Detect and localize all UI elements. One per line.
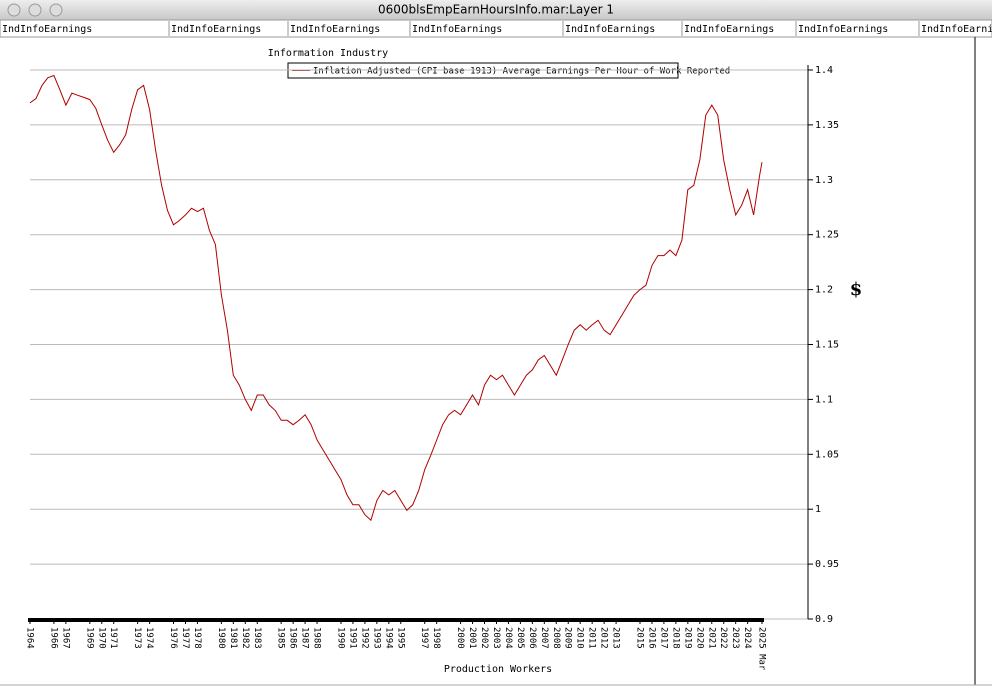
x-tick-label: 2010 (575, 627, 585, 649)
x-tick-label: 2023 (730, 627, 740, 649)
x-tick-label: 2018 (670, 627, 680, 649)
chart-title: Information Industry (268, 48, 388, 59)
tab[interactable]: IndInfoEarnings (798, 24, 888, 35)
x-tick-label: 1994 (383, 627, 393, 649)
x-tick-label: 2003 (491, 627, 501, 649)
x-tick-label: 1985 (276, 627, 286, 649)
x-tick-label: 2024 (742, 627, 752, 649)
x-tick-label: 2002 (479, 627, 489, 649)
x-tick-label: 1998 (431, 627, 441, 649)
x-tick-label: 2022 (718, 627, 728, 649)
tab-bar (0, 19, 992, 38)
x-tick-label: 1970 (96, 627, 106, 649)
close-button[interactable] (7, 3, 21, 17)
y-axis-label: $ (850, 279, 863, 300)
x-tick-label: 1966 (48, 627, 58, 649)
y-tick-label: 1.05 (815, 449, 839, 460)
y-tick-label: 1.3 (815, 175, 833, 186)
x-axis-label: Production Workers (444, 664, 552, 675)
tab[interactable]: IndInfoEarnings (2, 24, 92, 35)
x-tick-label: 2020 (694, 627, 704, 649)
x-tick-label: 2000 (455, 627, 465, 649)
x-tick-label: 1977 (180, 627, 190, 649)
y-tick-label: 0.95 (815, 559, 839, 570)
y-tick-label: 0.9 (815, 614, 833, 625)
x-tick-label: 2005 (515, 627, 525, 649)
y-tick-label: 1.25 (815, 230, 839, 241)
tab[interactable]: IndInfoEarnings (171, 24, 261, 35)
data-line (29, 74, 763, 522)
window-title: 0600blsEmpEarnHoursInfo.mar:Layer 1 (378, 3, 614, 17)
x-tick-label: 2009 (563, 627, 573, 649)
tabs: IndInfoEarnings IndInfoEarnings IndInfoEar… (2, 21, 992, 36)
x-axis-bar (28, 618, 764, 622)
x-tick-label: 2013 (611, 627, 621, 649)
x-tick-label: 2016 (646, 627, 656, 649)
x-tick-label: 2015 (635, 627, 645, 649)
tab[interactable]: IndInfoEarnings (921, 24, 992, 35)
x-tick-label: 1969 (84, 627, 94, 649)
legend-label: Inflation Adjusted (CPI base 1913) Avera… (313, 67, 730, 77)
x-tick-label: 2004 (503, 627, 513, 649)
x-tick-label: 2001 (467, 627, 477, 649)
x-tick-label: 1982 (240, 627, 250, 649)
x-tick-label: 2006 (527, 627, 537, 649)
y-tick-label: 1.1 (815, 394, 833, 405)
x-tick-label: 2007 (539, 627, 549, 649)
zoom-button[interactable] (49, 3, 63, 17)
x-tick-label: 1974 (144, 627, 154, 649)
y-tick-label: 1.35 (815, 120, 839, 131)
y-tick-label: 1.4 (815, 65, 833, 76)
x-tick-label: 1981 (228, 627, 238, 649)
x-tick-label: 2008 (551, 627, 561, 649)
tab[interactable]: IndInfoEarnings (412, 24, 502, 35)
x-tick-label: 1967 (60, 627, 70, 649)
tab[interactable]: IndInfoEarnings (290, 24, 380, 35)
x-tick-label: 1983 (252, 627, 262, 649)
title-bar (0, 0, 992, 20)
x-tick-label: 1993 (371, 627, 381, 649)
x-tick-label: 1964 (25, 627, 35, 649)
tab[interactable]: IndInfoEarnings (565, 24, 655, 35)
minimize-button[interactable] (28, 3, 42, 17)
x-tick-label: 1992 (359, 627, 369, 649)
x-tick-label: 2017 (658, 627, 668, 649)
x-tick-label: 2011 (587, 627, 597, 649)
x-tick-label: 1987 (300, 627, 310, 649)
x-tick-label: 2019 (682, 627, 692, 649)
y-tick-label: 1.15 (815, 340, 839, 351)
y-tick-label: 1 (815, 504, 821, 515)
x-tick-label: 1978 (192, 627, 202, 649)
x-tick-label: 1990 (335, 627, 345, 649)
x-tick-label: 1997 (419, 627, 429, 649)
x-tick-label: 1980 (216, 627, 226, 649)
x-tick-label: 1986 (288, 627, 298, 649)
x-tick-label: 1995 (395, 627, 405, 649)
x-tick-label: 2012 (599, 627, 609, 649)
x-tick-label: 1976 (168, 627, 178, 649)
x-tick-label: 1991 (347, 627, 357, 649)
x-tick-label: 1988 (312, 627, 322, 649)
x-tick-label: 2021 (706, 627, 716, 649)
tab[interactable]: IndInfoEarnings (684, 24, 774, 35)
x-tick-label: 1973 (132, 627, 142, 649)
x-tick-label: 1971 (108, 627, 118, 649)
x-tick-label: 2025 Mar (757, 627, 767, 671)
y-tick-label: 1.2 (815, 285, 833, 296)
